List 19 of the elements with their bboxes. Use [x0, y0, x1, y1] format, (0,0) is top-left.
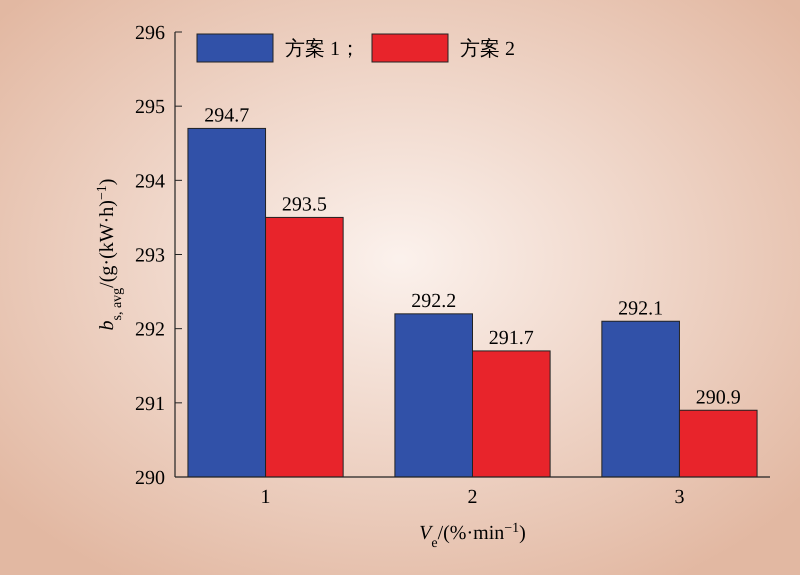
- data-label: 291.7: [488, 326, 534, 349]
- data-label: 294.7: [204, 104, 250, 126]
- y-tick-label: 293: [135, 244, 165, 266]
- y-tick-label: 290: [135, 467, 165, 489]
- x-tick-label: 2: [468, 486, 478, 508]
- y-tick-label: 292: [135, 318, 165, 341]
- x-tick-label: 3: [674, 486, 684, 508]
- legend-label: 方案 2: [460, 37, 515, 60]
- y-tick-label: 291: [135, 392, 165, 415]
- data-label: 292.2: [411, 290, 456, 312]
- legend-label: 方案 1；: [285, 37, 360, 60]
- y-tick-label: 295: [135, 96, 165, 118]
- data-label: 293.5: [282, 193, 327, 216]
- y-tick-label: 296: [135, 22, 165, 44]
- data-label: 290.9: [696, 386, 741, 408]
- data-label: 292.1: [618, 297, 664, 320]
- x-axis-title: V$_{e}$/(%·min$^{−1}$): [419, 520, 526, 550]
- x-tick-label: 1: [260, 486, 271, 508]
- y-tick-label: 294: [135, 170, 165, 192]
